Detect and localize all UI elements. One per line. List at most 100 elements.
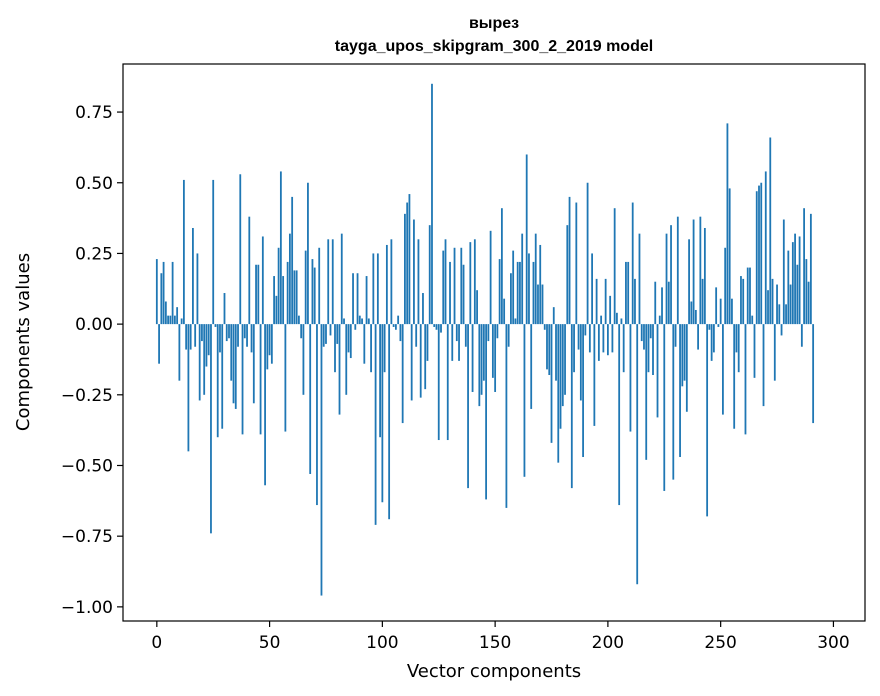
bar-274 <box>773 324 776 381</box>
bar-57 <box>284 324 287 432</box>
bar-170 <box>539 244 542 325</box>
bar-230 <box>674 324 677 347</box>
bar-228 <box>670 225 672 325</box>
bar-35 <box>234 324 237 409</box>
bar-260 <box>742 278 745 325</box>
bar-128 <box>444 239 447 325</box>
bar-24 <box>210 324 212 534</box>
bar-284 <box>796 264 799 325</box>
bar-72 <box>318 247 321 325</box>
bar-278 <box>782 219 785 325</box>
bar-246 <box>710 324 713 361</box>
bar-58 <box>286 261 289 325</box>
bar-20 <box>201 324 203 342</box>
bar-134 <box>458 324 460 361</box>
bar-124 <box>435 324 438 330</box>
bar-235 <box>685 324 688 412</box>
bar-46 <box>259 324 262 435</box>
bar-281 <box>789 284 792 325</box>
bar-162 <box>521 233 524 325</box>
bar-101 <box>383 324 386 373</box>
bar-148 <box>489 230 492 325</box>
bar-253 <box>726 123 729 325</box>
bar-205 <box>618 324 621 506</box>
x-tick-label-200: 200 <box>592 633 624 653</box>
bar-74 <box>322 324 325 347</box>
bar-92 <box>363 324 366 364</box>
bar-1 <box>158 324 160 364</box>
bar-282 <box>791 242 794 325</box>
bar-55 <box>279 171 282 325</box>
bar-71 <box>316 324 318 506</box>
bar-77 <box>329 324 332 336</box>
bar-131 <box>451 324 454 361</box>
bar-52 <box>273 276 275 325</box>
y-axis-ticks: −1.00 −0.75 −0.50 −0.25 0.00 0.25 0.50 0.75 <box>61 103 123 618</box>
bar-103 <box>388 324 391 520</box>
bar-127 <box>442 250 445 325</box>
x-tick-label-250: 250 <box>704 633 736 653</box>
bar-190 <box>584 324 587 336</box>
bar-285 <box>798 236 801 325</box>
bar-153 <box>500 208 503 325</box>
bar-247 <box>712 324 715 353</box>
bar-225 <box>663 324 666 491</box>
bar-208 <box>625 261 627 325</box>
bar-121 <box>428 225 431 325</box>
bar-106 <box>394 324 397 330</box>
bar-11 <box>180 318 183 325</box>
bar-137 <box>464 324 467 347</box>
bar-173 <box>546 324 548 370</box>
bar-112 <box>408 194 411 325</box>
bar-109 <box>401 324 404 424</box>
bar-39 <box>243 324 246 339</box>
bar-7 <box>171 261 174 325</box>
plot-frame <box>122 63 866 622</box>
bar-242 <box>701 278 704 325</box>
bar-201 <box>609 295 612 325</box>
bar-179 <box>559 324 562 429</box>
bar-93 <box>365 276 368 325</box>
bar-210 <box>629 324 632 432</box>
bar-88 <box>354 324 357 330</box>
bar-217 <box>645 324 648 460</box>
bar-289 <box>807 281 810 325</box>
bar-61 <box>293 270 296 325</box>
bar-203 <box>613 208 616 325</box>
bar-133 <box>455 324 458 342</box>
bar-178 <box>557 324 560 463</box>
bar-67 <box>307 182 309 325</box>
bar-70 <box>313 267 316 325</box>
bar-33 <box>230 324 233 381</box>
bar-119 <box>424 324 427 390</box>
bar-56 <box>282 276 285 325</box>
bar-258 <box>737 324 740 373</box>
bar-113 <box>410 324 413 401</box>
chart-title-line1: вырез <box>469 15 519 32</box>
bar-197 <box>600 315 603 325</box>
bar-194 <box>593 324 596 426</box>
bar-9 <box>176 307 179 325</box>
bar-231 <box>676 216 679 325</box>
bar-234 <box>683 324 686 381</box>
bar-114 <box>413 219 415 325</box>
bar-239 <box>694 309 697 325</box>
bar-158 <box>512 250 515 325</box>
bar-10 <box>178 324 181 381</box>
bar-28 <box>219 324 221 353</box>
bar-42 <box>250 324 253 353</box>
bar-0 <box>155 259 158 325</box>
bar-126 <box>440 324 442 333</box>
bar-168 <box>534 233 537 325</box>
x-tick-label-100: 100 <box>366 633 398 653</box>
x-tick-label-150: 150 <box>479 633 511 653</box>
bar-185 <box>573 324 575 373</box>
bar-95 <box>370 324 372 373</box>
bar-141 <box>473 239 476 325</box>
y-tick-label-5: 0.25 <box>75 244 113 264</box>
bar-123 <box>433 324 436 327</box>
bar-41 <box>248 216 251 325</box>
bar-130 <box>449 261 451 325</box>
bar-237 <box>690 301 693 325</box>
bar-13 <box>185 324 188 350</box>
